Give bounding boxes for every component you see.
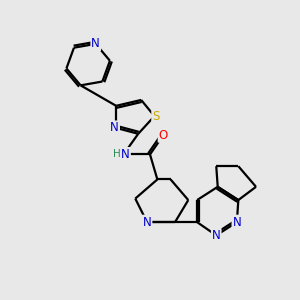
Text: N: N bbox=[91, 38, 100, 50]
Text: O: O bbox=[159, 129, 168, 142]
Text: N: N bbox=[110, 122, 119, 134]
Text: N: N bbox=[212, 229, 220, 242]
Text: S: S bbox=[152, 110, 160, 123]
Text: H: H bbox=[113, 149, 121, 159]
Text: N: N bbox=[121, 148, 130, 161]
Text: N: N bbox=[143, 216, 152, 229]
Text: N: N bbox=[232, 216, 241, 229]
